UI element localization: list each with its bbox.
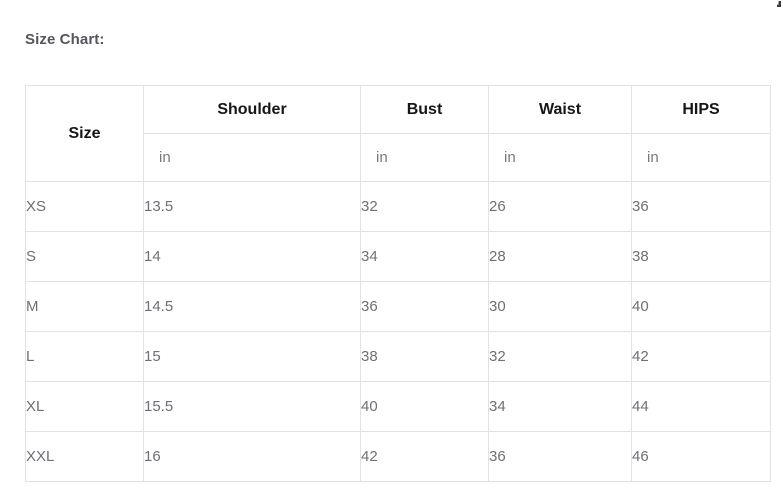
table-row-xl: XL 15.5 40 34 44 [25,381,771,432]
hips-value: 42 [631,331,771,382]
size-label: L [25,331,144,382]
bust-value: 34 [360,231,489,282]
col-header-bust: Bust [360,85,489,134]
shoulder-value: 15 [143,331,361,382]
unit-row: in in in in [26,133,771,182]
bust-value: 32 [360,181,489,232]
hips-value: 44 [631,381,771,432]
waist-value: 32 [488,331,632,382]
hips-value: 40 [631,281,771,332]
page-title: Size Chart: [25,31,105,48]
shoulder-value: 14 [143,231,361,282]
unit-cell-waist: in [488,133,632,182]
size-label: M [25,281,144,332]
col-header-waist: Waist [488,85,632,134]
table-body: XS 13.5 32 26 36 S 14 34 28 38 M 14.5 36… [25,181,771,482]
waist-value: 34 [488,381,632,432]
table-row-l: L 15 38 32 42 [25,331,771,382]
size-label: XXL [25,431,144,482]
table-header: Size Shoulder Bust Waist HIPS in in in i… [25,85,771,182]
hips-value: 36 [631,181,771,232]
hips-value: 38 [631,231,771,282]
waist-value: 28 [488,231,632,282]
hips-value: 46 [631,431,771,482]
col-header-shoulder: Shoulder [143,85,361,134]
header-row: Size Shoulder Bust Waist HIPS [25,85,771,182]
size-label: XL [25,381,144,432]
col-header-hips: HIPS [631,85,771,134]
waist-value: 26 [488,181,632,232]
size-label: XS [25,181,144,232]
waist-value: 36 [488,431,632,482]
col-header-size: Size [25,85,144,182]
bust-value: 38 [360,331,489,382]
shoulder-value: 16 [143,431,361,482]
size-label: S [25,231,144,282]
bust-value: 40 [360,381,489,432]
bust-value: 42 [360,431,489,482]
table-row-xs: XS 13.5 32 26 36 [25,181,771,232]
size-chart-table: Size Shoulder Bust Waist HIPS in in in i… [25,85,771,482]
bust-value: 36 [360,281,489,332]
unit-cell-shoulder: in [143,133,361,182]
corner-artifact [777,1,781,7]
shoulder-value: 15.5 [143,381,361,432]
unit-cell-hips: in [631,133,771,182]
waist-value: 30 [488,281,632,332]
shoulder-value: 13.5 [143,181,361,232]
table-row-m: M 14.5 36 30 40 [25,281,771,332]
table-row-s: S 14 34 28 38 [25,231,771,282]
unit-cell-bust: in [360,133,489,182]
table-row-xxl: XXL 16 42 36 46 [25,431,771,482]
shoulder-value: 14.5 [143,281,361,332]
